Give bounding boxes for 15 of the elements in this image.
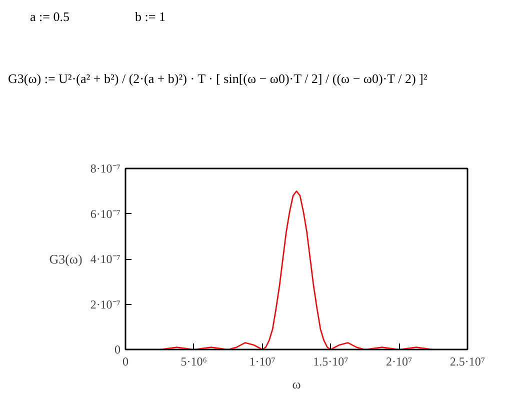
text: b := 1 xyxy=(135,8,166,26)
y-tick-label: 6·10⁻⁷ xyxy=(90,206,121,221)
y-axis-title: G3(ω) xyxy=(49,252,82,266)
x-axis-title: ω xyxy=(292,376,302,392)
text: G3(ω) := U²·(a² + b²) / (2·(a + b)²) · T · [ sin[(ω − ω0)·T / 2] / ((ω − ω0)·T / 2) ]² xyxy=(8,70,428,88)
x-tick-label: 2.5·10⁷ xyxy=(450,354,486,368)
y-tick-label: 2·10⁻⁷ xyxy=(90,297,121,312)
y-tick-label: 8·10⁻⁷ xyxy=(90,162,121,176)
x-tick-label: 2·10⁷ xyxy=(386,354,412,368)
y-tick-label: 0 xyxy=(114,342,120,356)
x-tick-label: 1·10⁷ xyxy=(249,354,276,368)
text: a := 0.5 xyxy=(30,8,70,26)
x-tick-label: 1.5·10⁷ xyxy=(313,354,348,368)
x-tick-label: 5·10⁶ xyxy=(180,354,207,368)
y-tick-label: 4·10⁻⁷ xyxy=(90,252,121,266)
